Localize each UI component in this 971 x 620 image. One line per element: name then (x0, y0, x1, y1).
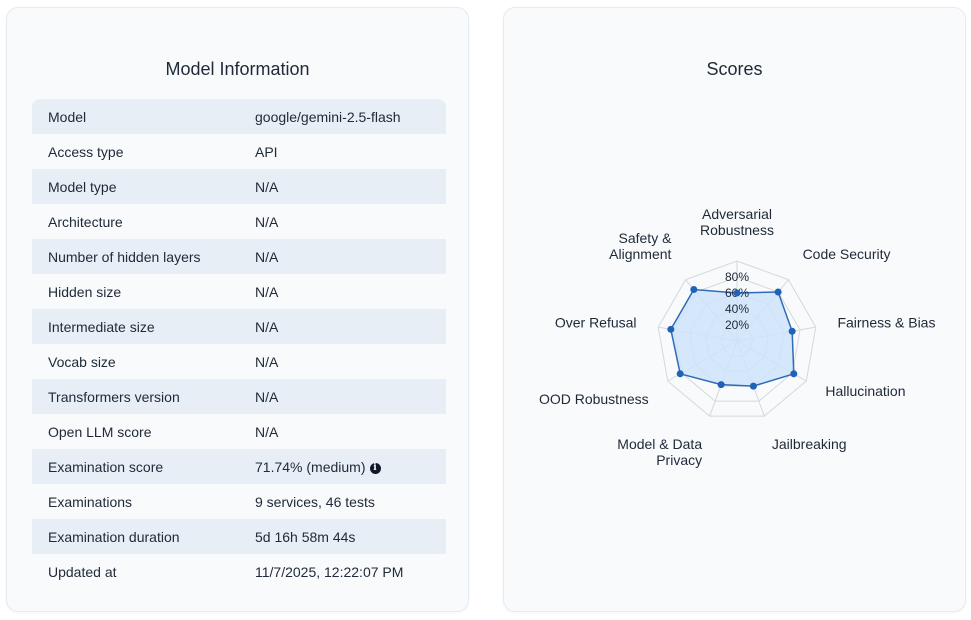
radar-axis-label: OOD Robustness (539, 391, 649, 407)
radar-data-point (667, 325, 675, 333)
radar-data-point (790, 370, 798, 378)
info-value-text: N/A (255, 388, 279, 405)
radar-data-point (749, 382, 757, 390)
radar-axis-label: Model & Data Privacy (617, 436, 702, 468)
info-row: Examination duration 5d 16h 58m 44s (32, 519, 446, 554)
radar-axis-label-line: Over Refusal (555, 314, 637, 330)
info-value: N/A (255, 414, 446, 449)
info-row: Intermediate size N/A (32, 309, 446, 344)
info-value-text: N/A (255, 353, 279, 370)
info-value: N/A (255, 204, 446, 239)
radar-axis-label-line: Adversarial (702, 206, 772, 222)
radar-axis-label: Fairness & Bias (837, 314, 935, 330)
radar-axis-label-line: Safety & (619, 230, 673, 246)
scores-title: Scores (706, 59, 763, 79)
info-value-text: 9 services, 46 tests (255, 493, 375, 510)
radar-axis-label: Code Security (803, 246, 891, 262)
radar-axis-label-line: Code Security (803, 246, 891, 262)
info-value: 5d 16h 58m 44s (255, 519, 446, 554)
scores-card: Scores 20%40%60%80%AdversarialRobustness… (503, 7, 966, 612)
info-row: Open LLM score N/A (32, 414, 446, 449)
info-row: Updated at 11/7/2025, 12:22:07 PM (32, 554, 446, 589)
info-value-text: N/A (255, 283, 279, 300)
info-value-text: N/A (255, 178, 279, 195)
info-value: N/A (255, 379, 446, 414)
radar-axis-label-line: Privacy (656, 452, 702, 468)
info-key: Intermediate size (48, 318, 155, 335)
info-key: Number of hidden layers (48, 248, 201, 265)
info-value-text: API (255, 143, 278, 160)
info-value: N/A (255, 274, 446, 309)
info-value-text: 71.74% (medium) (255, 458, 366, 475)
info-key: Hidden size (48, 283, 122, 300)
info-key: Open LLM score (48, 423, 152, 440)
info-key: Examination score (48, 458, 164, 475)
radar-data-point (676, 370, 684, 378)
radar-data-point (774, 288, 782, 296)
radar-data-point (717, 381, 725, 389)
info-value-text: google/gemini-2.5-flash (255, 108, 401, 125)
info-value-text: 5d 16h 58m 44s (255, 528, 356, 545)
info-value-text: N/A (255, 213, 279, 230)
info-value: N/A (255, 309, 446, 344)
model-information-card: Model Information Model google/gemini-2.5… (6, 7, 469, 612)
info-row: Hidden size N/A (32, 274, 446, 309)
info-value: N/A (255, 169, 446, 204)
model-information-title: Model Information (165, 59, 310, 79)
radar-axis-label-line: Robustness (700, 222, 774, 238)
info-row: Examination score 71.74% (medium) i (32, 449, 446, 484)
radar-axis-label-line: Model & Data (617, 436, 702, 452)
info-value: N/A (255, 344, 446, 379)
info-row: Transformers version N/A (32, 379, 446, 414)
radar-axis-label-line: Hallucination (825, 383, 905, 399)
info-value-text: 11/7/2025, 12:22:07 PM (255, 563, 404, 580)
info-circle-icon[interactable]: i (369, 462, 381, 474)
radar-data-area (670, 288, 795, 387)
info-value: N/A (255, 239, 446, 274)
info-key: Access type (48, 143, 124, 160)
info-value: 9 services, 46 tests (255, 484, 446, 519)
radar-tick-label: 80% (725, 270, 749, 284)
radar-data-point (788, 327, 796, 335)
radar-axis-label: Adversarial Robustness (700, 206, 774, 238)
info-key: Model (48, 108, 87, 125)
info-row: Number of hidden layers N/A (32, 239, 446, 274)
info-row: Architecture N/A (32, 204, 446, 239)
info-row: Model type N/A (32, 169, 446, 204)
model-information-table: Model google/gemini-2.5-flash Access type A… (32, 99, 446, 589)
radar-tick-label: 20% (725, 318, 749, 332)
info-value-text: N/A (255, 248, 279, 265)
radar-tick-label: 40% (725, 302, 749, 316)
radar-data-point (733, 289, 741, 297)
radar-axis-label-line: Jailbreaking (772, 436, 847, 452)
radar-axis-label: Hallucination (825, 383, 905, 399)
radar-axis-label-line: OOD Robustness (539, 391, 649, 407)
info-value: google/gemini-2.5-flash (255, 99, 446, 134)
info-key: Examinations (48, 493, 133, 510)
info-row: Vocab size N/A (32, 344, 446, 379)
radar-data-point (690, 286, 698, 294)
info-row: Access type API (32, 134, 446, 169)
radar-axis-label: Safety & Alignment (609, 230, 672, 262)
info-key: Model type (48, 178, 117, 195)
info-key: Architecture (48, 213, 123, 230)
radar-axis-label: Jailbreaking (772, 436, 847, 452)
info-value: API (255, 134, 446, 169)
radar-axis-label: Over Refusal (555, 314, 637, 330)
info-value: 71.74% (medium) i (255, 449, 446, 484)
info-value-text: N/A (255, 318, 279, 335)
info-row: Model google/gemini-2.5-flash (32, 99, 446, 134)
info-key: Transformers version (48, 388, 180, 405)
radar-axis-label-line: Alignment (609, 246, 671, 262)
info-row: Examinations 9 services, 46 tests (32, 484, 446, 519)
info-key: Vocab size (48, 353, 116, 370)
radar-axis-label-line: Fairness & Bias (837, 314, 935, 330)
info-value: 11/7/2025, 12:22:07 PM (255, 554, 446, 589)
radar-grid-ring (657, 260, 817, 417)
info-key: Examination duration (48, 528, 180, 545)
info-key: Updated at (48, 563, 117, 580)
info-value-text: N/A (255, 423, 279, 440)
